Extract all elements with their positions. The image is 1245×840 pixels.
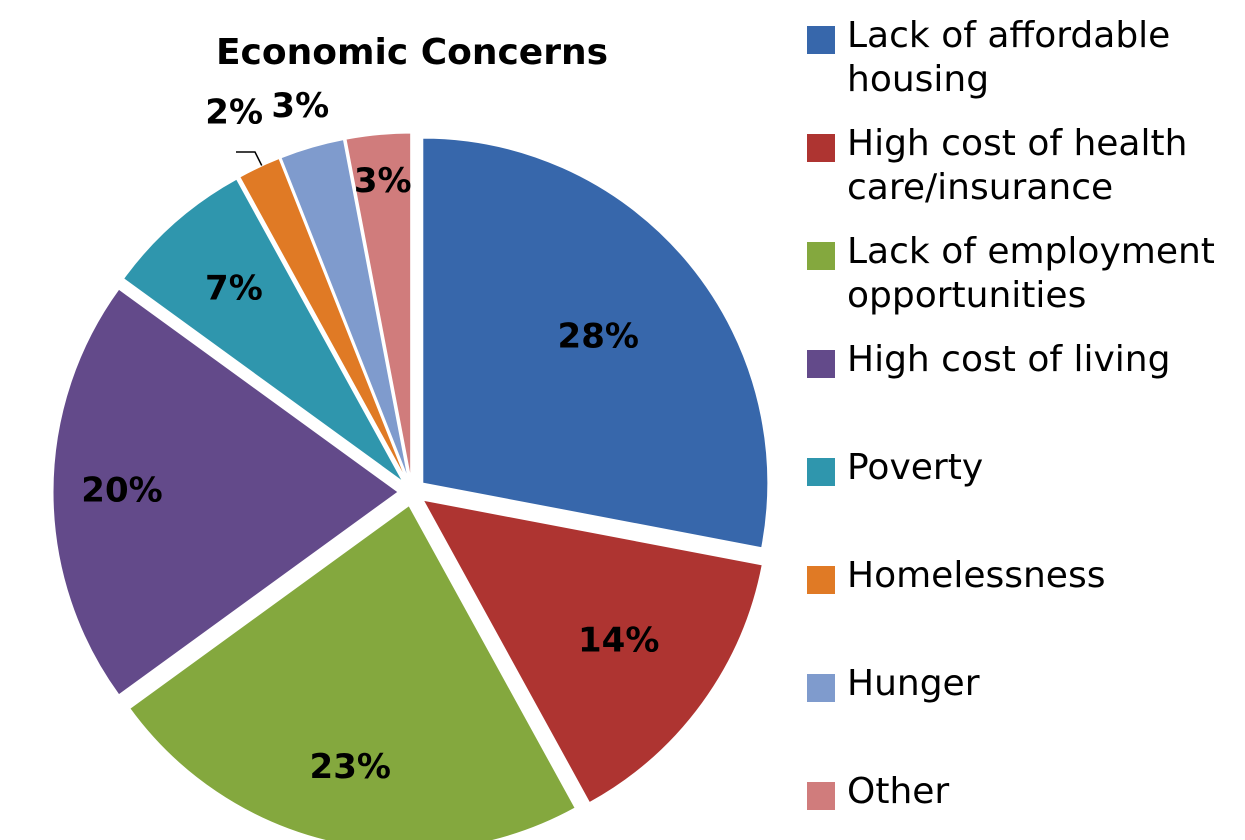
pie-slice [345,132,412,479]
data-label: 28% [558,316,639,356]
legend-swatch [807,242,835,270]
legend-swatch [807,350,835,378]
legend-label: Poverty [847,447,984,488]
legend-item: Hunger [805,662,1241,770]
pie-slice [422,137,769,549]
legend-label: Lack of affordable housing [847,15,1171,100]
legend-item: High cost of living [805,338,1241,446]
legend-swatch [807,566,835,594]
pie-slice [129,504,576,840]
chart-title: Economic Concerns [216,32,608,73]
data-label: 14% [578,621,659,661]
legend-swatch [807,134,835,162]
data-label: 3% [271,86,329,126]
data-label: 20% [81,471,162,511]
legend-label: Hunger [847,663,980,704]
pie-slice [280,139,409,479]
legend-item: Lack of affordable housing [805,14,1241,122]
legend-swatch [807,674,835,702]
legend-item: Lack of employment opportunities [805,230,1241,338]
legend-swatch [807,26,835,54]
legend-swatch [807,782,835,810]
legend-label: High cost of health care/insurance [847,123,1188,208]
legend-item: Poverty [805,446,1241,554]
pie-slice [52,288,399,696]
legend-label: Other [847,771,950,812]
pie-slice [422,499,763,804]
legend: Lack of affordable housing High cost of h… [805,14,1241,840]
pie-slice [239,157,407,480]
legend-swatch [807,458,835,486]
legend-item: Homelessness [805,554,1241,662]
pie-slice [122,178,404,482]
data-label: 23% [310,747,391,787]
legend-item: High cost of health care/insurance [805,122,1241,230]
legend-label: Homelessness [847,555,1106,596]
legend-item: Other [805,770,1241,840]
data-label: 7% [205,268,263,308]
legend-label: High cost of living [847,339,1171,380]
data-label: 2% [205,93,263,133]
legend-label: Lack of employment opportunities [847,231,1215,316]
data-label: 3% [354,161,412,201]
